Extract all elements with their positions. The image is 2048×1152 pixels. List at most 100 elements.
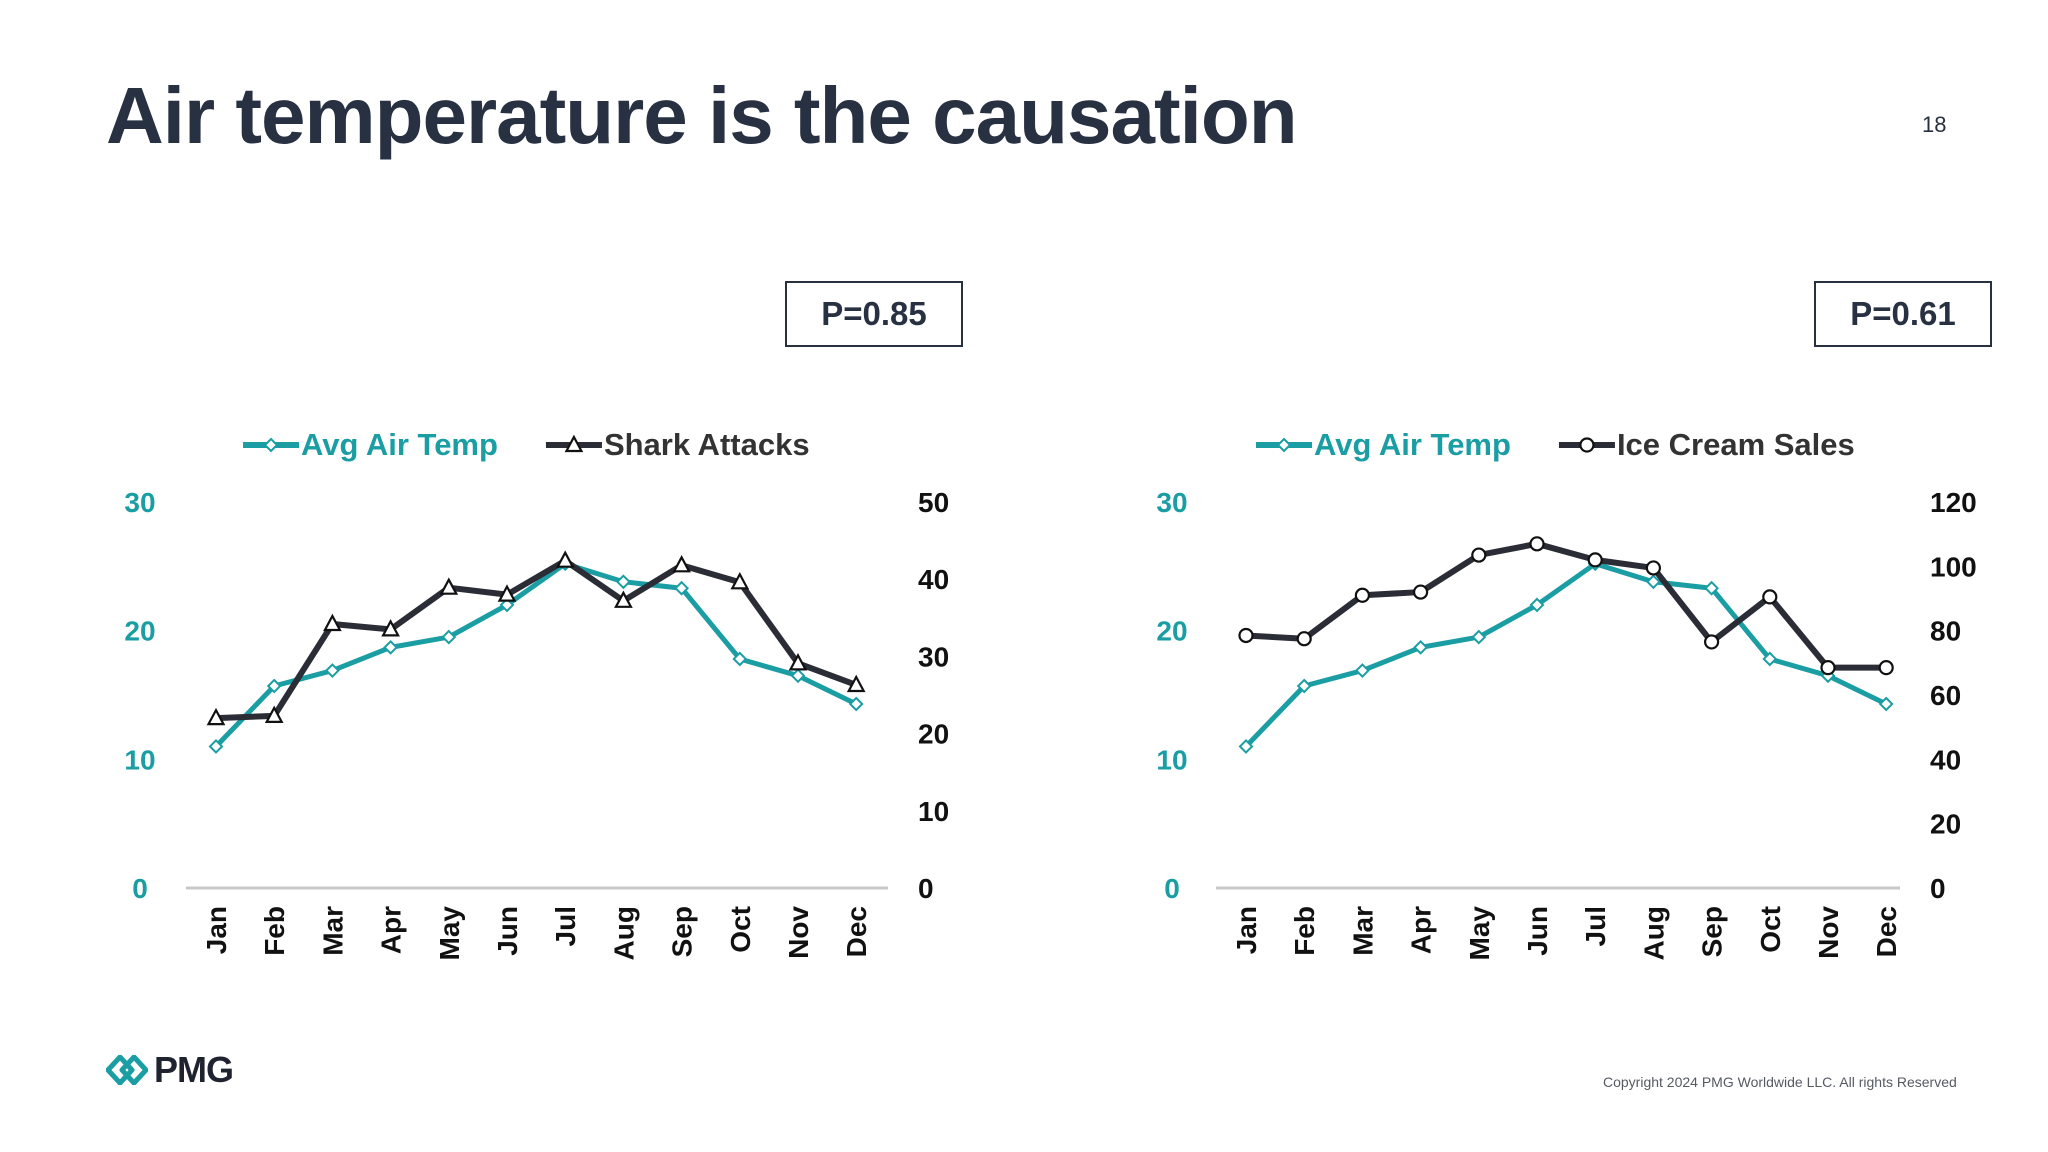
chart-left-right-tick: 20 <box>918 719 949 750</box>
chart-right-data-point <box>1471 629 1487 645</box>
chart-left-data-point <box>615 574 631 590</box>
chart-right-right-tick: 0 <box>1930 873 1946 904</box>
chart-left-right-tick: 10 <box>918 796 949 827</box>
chart-right-data-point <box>1413 639 1429 655</box>
chart-right-data-point <box>1645 560 1662 576</box>
chart-right-data-point <box>1238 627 1254 644</box>
copyright-text: Copyright 2024 PMG Worldwide LLC. All ri… <box>1603 1074 1957 1090</box>
chart-left-data-point <box>788 653 808 671</box>
chart-right-right-tick: 100 <box>1930 551 1977 582</box>
logo-text: PMG <box>154 1049 234 1090</box>
chart-left: 0 10 20 30 0 10 20 30 40 50 Jan Feb Mar Apr May Jun Jul A… <box>124 427 949 960</box>
chart-right-category-label: Jun <box>1522 906 1553 956</box>
chart-right-series-line-air-temp <box>1244 561 1888 749</box>
chart-left-category-label: Jul <box>550 906 581 946</box>
chart-left-data-point <box>497 584 517 602</box>
chart-right-right-tick: 60 <box>1930 680 1961 711</box>
chart-left-data-point <box>264 705 284 723</box>
chart-left-left-tick: 30 <box>124 487 155 518</box>
chart-right-data-point <box>1762 651 1778 667</box>
chart-right-category-label: Nov <box>1813 906 1844 959</box>
chart-left-right-tick: 30 <box>918 641 949 672</box>
chart-left-data-point <box>499 597 515 613</box>
chart-left-data-point <box>672 554 691 573</box>
chart-right-right-tick: 120 <box>1930 487 1977 518</box>
chart-right-data-point <box>1703 634 1720 650</box>
chart-right: 0 10 20 30 0 20 40 60 80 100 120 Jan Feb Mar Apr May Jun… <box>1156 427 1976 960</box>
chart-left-data-point <box>730 571 750 590</box>
chart-left-category-label: Dec <box>841 906 872 957</box>
chart-left-legend-marker <box>564 434 584 453</box>
chart-right-data-point <box>1820 660 1836 676</box>
chart-right-category-label: Jan <box>1231 906 1262 954</box>
chart-right-left-tick: 0 <box>1164 873 1180 904</box>
chart-left-data-point <box>441 629 457 645</box>
chart-left-category-label: Sep <box>667 906 698 957</box>
chart-right-category-label: Mar <box>1347 906 1378 956</box>
chart-left-legend-label: Shark Attacks <box>604 427 810 462</box>
chart-right-data-point <box>1412 584 1429 600</box>
chart-right-category-label: Apr <box>1406 906 1437 954</box>
chart-left-category-label: Apr <box>376 906 407 954</box>
pmg-logo: PMG <box>106 1049 234 1090</box>
chart-left-right-tick: 40 <box>918 564 949 595</box>
chart-left-data-point <box>790 668 806 684</box>
chart-right-data-point <box>1471 547 1487 563</box>
chart-right-data-point <box>1529 597 1545 613</box>
chart-right-right-tick: 80 <box>1930 616 1961 647</box>
chart-left-series-line-secondary <box>215 557 858 722</box>
chart-right-left-tick: 20 <box>1156 616 1187 647</box>
chart-right-legend-marker <box>1579 437 1595 453</box>
slide-title: Air temperature is the causation <box>106 71 1298 160</box>
chart-right-right-tick: 20 <box>1930 809 1961 840</box>
chart-left-left-tick: 0 <box>132 873 148 904</box>
chart-right-category-label: Feb <box>1289 906 1320 956</box>
chart-right-data-point <box>1587 552 1603 568</box>
chart-left-left-tick: 10 <box>124 744 155 775</box>
chart-right-data-point <box>1296 678 1312 694</box>
chart-right-legend-label: Avg Air Temp <box>1314 427 1511 462</box>
chart-right-category-label: Oct <box>1755 906 1786 953</box>
chart-left-data-point <box>266 678 282 694</box>
chart-left-data-point <box>846 674 866 693</box>
chart-right-data-point <box>1878 696 1894 712</box>
chart-left-data-point <box>848 696 864 712</box>
chart-right-data-point <box>1645 574 1661 590</box>
page-number: 18 <box>1922 112 1947 137</box>
chart-left-category-label: Nov <box>783 906 814 959</box>
chart-left-data-point <box>323 613 342 632</box>
chart-left-data-point <box>324 663 340 678</box>
chart-left-category-label: Oct <box>725 906 756 953</box>
chart-right-category-label: Dec <box>1871 906 1902 957</box>
chart-left-data-point <box>555 550 575 568</box>
chart-right-left-tick: 30 <box>1156 487 1187 518</box>
chart-right-legend-marker <box>1276 437 1292 453</box>
chart-right-category-label: Jul <box>1580 906 1611 946</box>
chart-left-legend-marker <box>263 437 279 453</box>
chart-left-data-point <box>674 580 690 596</box>
chart-right-left-tick: 10 <box>1156 744 1187 775</box>
chart-right-data-point <box>1704 580 1720 596</box>
chart-left-data-point <box>206 707 226 726</box>
chart-left-series-line-air-temp <box>214 561 858 749</box>
chart-left-left-tick: 20 <box>124 616 155 647</box>
p-value-box-left: P=0.85 <box>785 281 963 347</box>
chart-right-data-point <box>1238 739 1254 754</box>
chart-left-data-point <box>439 577 459 595</box>
chart-right-category-label: May <box>1464 906 1495 961</box>
chart-left-category-label: Jun <box>492 906 523 956</box>
pmg-logo-icon <box>106 1055 148 1085</box>
chart-right-category-label: Sep <box>1697 906 1728 957</box>
chart-right-data-point <box>1354 663 1370 678</box>
chart-left-legend-label: Avg Air Temp <box>301 427 498 462</box>
chart-right-legend-label: Ice Cream Sales <box>1617 427 1855 462</box>
chart-left-data-point <box>208 739 224 754</box>
chart-left-category-label: Mar <box>317 906 348 956</box>
chart-right-data-point <box>1354 587 1371 603</box>
p-value-box-right: P=0.61 <box>1814 281 1992 347</box>
chart-right-data-point <box>1529 536 1545 552</box>
chart-right-data-point <box>1296 631 1312 647</box>
chart-right-right-tick: 40 <box>1930 744 1961 775</box>
chart-left-category-label: Feb <box>259 906 290 956</box>
